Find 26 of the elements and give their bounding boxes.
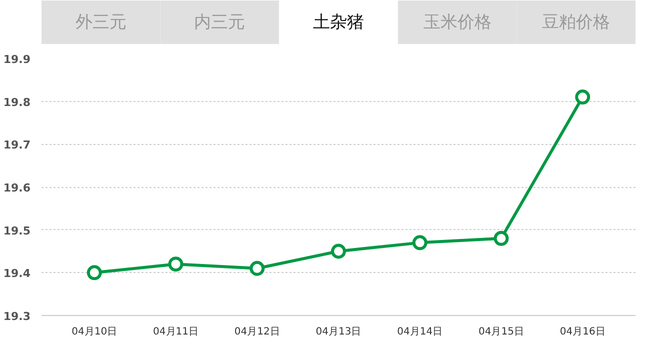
text: 豆粕价格: [542, 12, 610, 32]
x-tick-label: 04月15日: [478, 326, 524, 338]
point: [494, 230, 509, 246]
y-tick-label: 19.9: [3, 53, 30, 66]
x-tick-label: 04月11日: [153, 326, 198, 338]
point: [168, 256, 184, 272]
text: 外三元: [75, 12, 126, 32]
x-tick-label: 04月14日: [397, 326, 443, 338]
point: [412, 235, 428, 250]
text: 玉米价格: [423, 12, 492, 32]
x-tick-label: 04月10日: [72, 326, 118, 338]
x-tick-label: 04月12日: [234, 326, 280, 338]
y-tick-label: 19.3: [3, 310, 30, 323]
point: [86, 265, 102, 280]
chart-title: 土杂猪: [313, 12, 364, 32]
point: [331, 244, 346, 259]
y-tick-label: 19.8: [3, 96, 30, 109]
text: 内三元: [194, 12, 246, 32]
y-tick-label: 19.6: [3, 182, 31, 194]
x-tick-label: 04月13日: [316, 326, 362, 338]
y-tick-label: 19.7: [3, 138, 30, 152]
y-tick-label: 19.4: [3, 267, 31, 280]
y-tick-label: 19.5: [3, 224, 30, 238]
x-tick-label: 04月16日: [560, 326, 606, 338]
point: [575, 90, 590, 105]
point: [250, 260, 265, 276]
